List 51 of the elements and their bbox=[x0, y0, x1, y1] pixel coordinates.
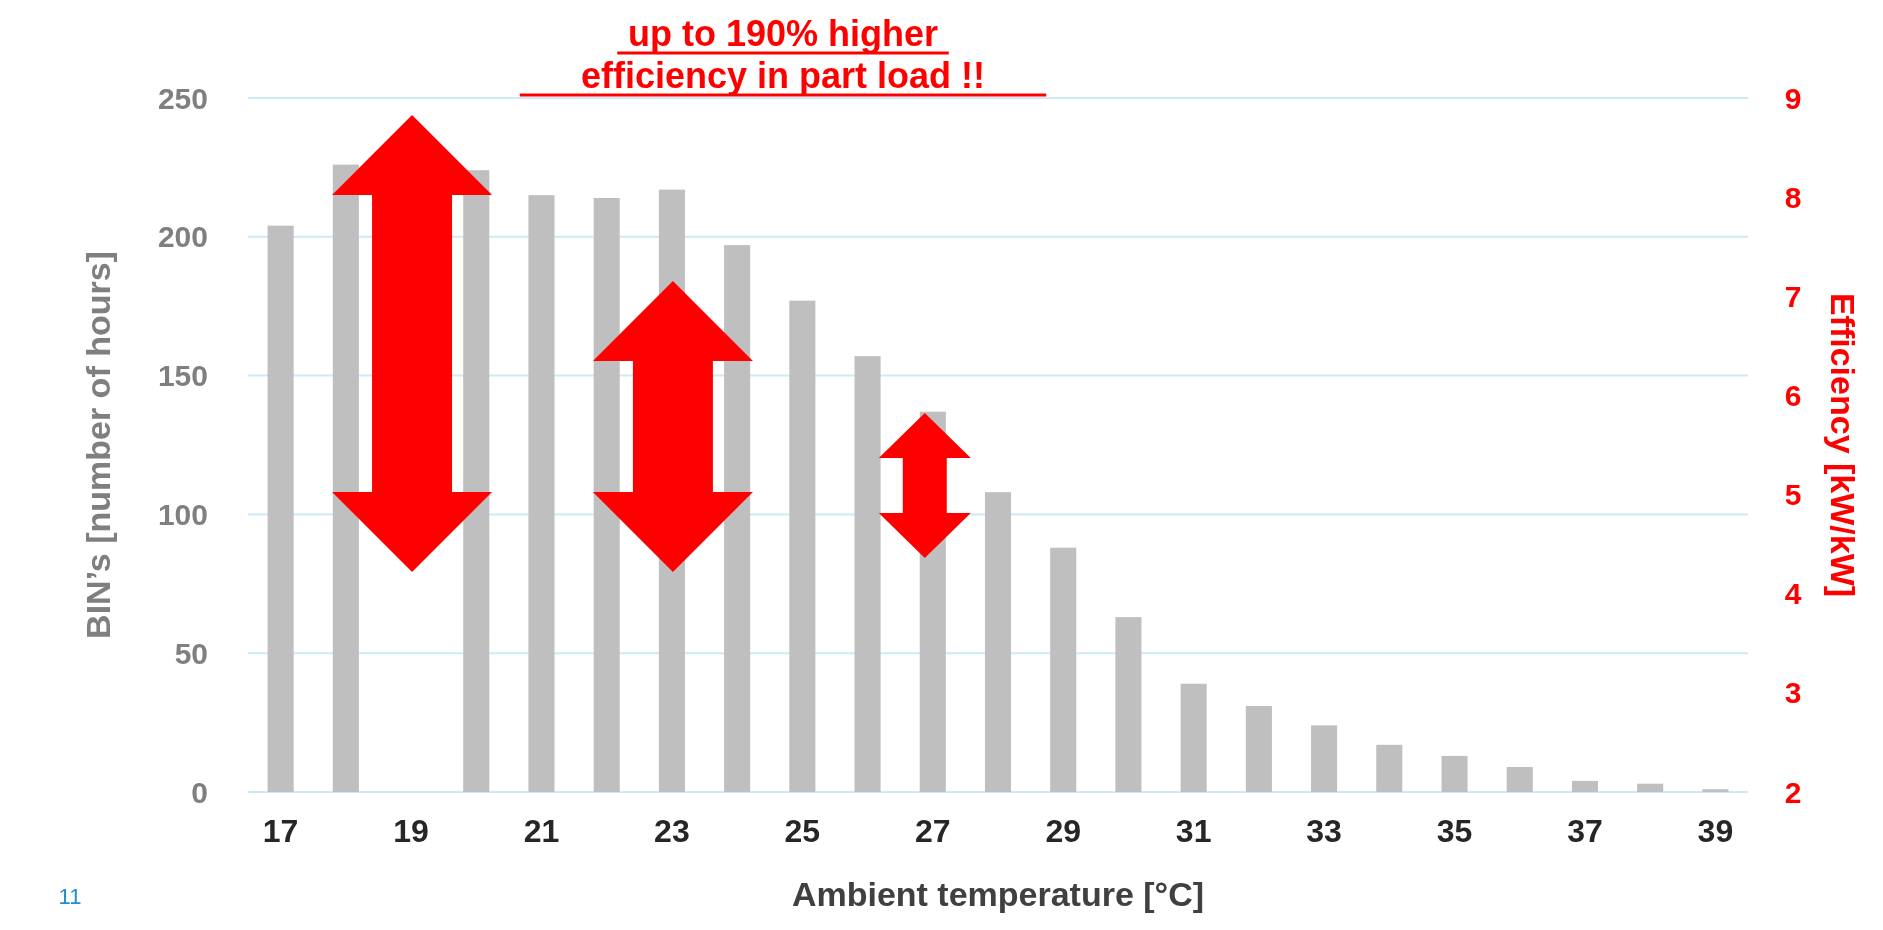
x-tick-label: 19 bbox=[393, 813, 429, 849]
bar bbox=[1311, 725, 1338, 792]
bar bbox=[1571, 780, 1598, 792]
y-tick-label: 50 bbox=[174, 636, 208, 670]
bar bbox=[463, 170, 490, 792]
bar bbox=[1050, 547, 1077, 792]
y2-tick-label: 6 bbox=[1784, 378, 1802, 412]
bar bbox=[267, 225, 294, 792]
x-tick-label: 25 bbox=[784, 813, 821, 849]
bar bbox=[593, 197, 620, 792]
bar bbox=[854, 356, 881, 792]
x-tick-label: 27 bbox=[914, 813, 951, 849]
y2-tick-label: 2 bbox=[1784, 775, 1802, 809]
x-tick-label: 37 bbox=[1567, 813, 1603, 849]
bar bbox=[984, 492, 1012, 792]
y-tick-label: 0 bbox=[191, 775, 208, 809]
y2-tick-label: 7 bbox=[1784, 279, 1802, 313]
bar bbox=[1245, 705, 1272, 792]
y-tick-label: 200 bbox=[157, 220, 208, 254]
x-tick-label: 33 bbox=[1306, 813, 1342, 849]
bar bbox=[789, 300, 816, 792]
y-tick-label: 100 bbox=[157, 497, 208, 531]
x-axis-title: Ambient temperature [°C] bbox=[791, 875, 1205, 913]
bar bbox=[1115, 617, 1142, 792]
x-tick-label: 35 bbox=[1436, 813, 1473, 849]
x-tick-label: 39 bbox=[1697, 813, 1734, 849]
y-axis-title: BIN’s [number of hours] bbox=[78, 251, 117, 639]
bar bbox=[1441, 755, 1468, 792]
y2-tick-label: 4 bbox=[1784, 577, 1802, 611]
x-tick-label: 21 bbox=[523, 813, 560, 849]
x-tick-label: 29 bbox=[1045, 813, 1082, 849]
y2-axis-title: Efficiency [kW/kW] bbox=[1824, 292, 1863, 598]
bar bbox=[1180, 683, 1207, 792]
bar bbox=[528, 195, 555, 792]
x-tick-label: 17 bbox=[262, 813, 299, 849]
bar bbox=[1506, 767, 1533, 792]
y-tick-label: 150 bbox=[157, 359, 208, 393]
text: 11 bbox=[58, 884, 82, 909]
bar bbox=[724, 245, 751, 792]
x-tick-label: 23 bbox=[654, 813, 690, 849]
bar bbox=[1702, 789, 1729, 792]
y2-tick-label: 5 bbox=[1784, 478, 1802, 512]
bar bbox=[1637, 783, 1664, 792]
bar bbox=[332, 164, 359, 792]
y2-tick-label: 8 bbox=[1784, 180, 1802, 214]
y2-tick-label: 3 bbox=[1784, 676, 1802, 710]
y2-tick-label: 9 bbox=[1784, 81, 1802, 115]
x-tick-label: 31 bbox=[1175, 813, 1212, 849]
y-tick-label: 250 bbox=[157, 81, 208, 115]
bar bbox=[1376, 744, 1403, 792]
chart-title: up to 190% higher efficiency in part load !! bbox=[580, 13, 986, 96]
